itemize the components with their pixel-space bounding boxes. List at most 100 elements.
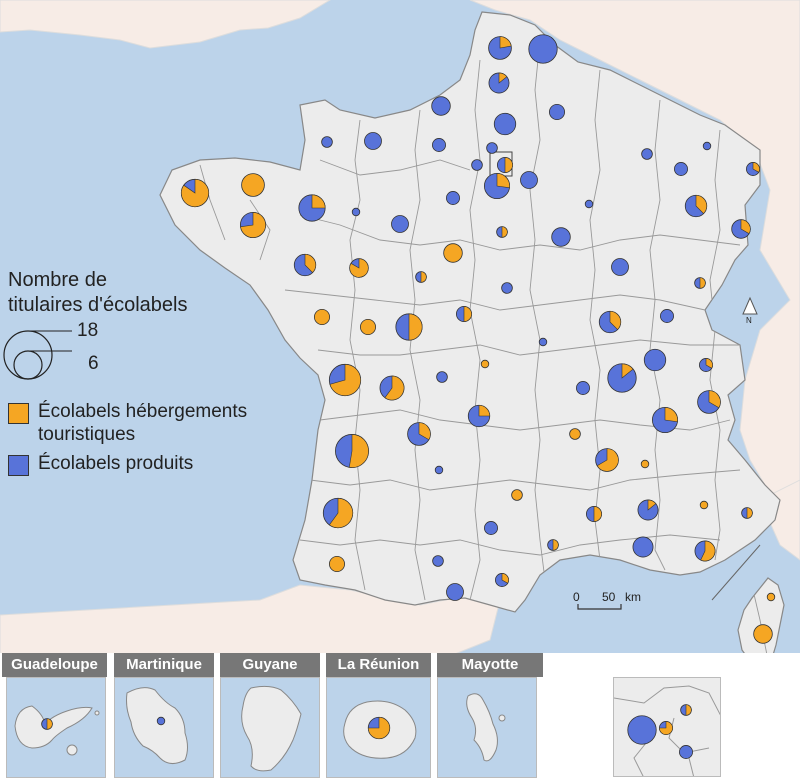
department-boundary xyxy=(709,129,721,561)
pie-symbol xyxy=(694,277,706,289)
pie-slice-hebergements xyxy=(708,390,721,409)
pie-symbol xyxy=(488,72,510,94)
pie-symbol xyxy=(298,194,326,222)
pie-produits-only xyxy=(702,141,712,151)
pie-symbol xyxy=(731,219,751,239)
pie-slice-hebergements xyxy=(596,448,619,472)
pie-symbol xyxy=(611,258,629,276)
department-boundary xyxy=(409,109,426,601)
north-arrow xyxy=(742,296,758,315)
pie-symbol xyxy=(651,406,679,434)
legend-label-hebergements-line2: touristiques xyxy=(38,424,136,445)
guadeloupe-islet-2 xyxy=(66,744,78,756)
department-boundary xyxy=(752,589,769,661)
pie-symbol xyxy=(328,363,362,397)
department-boundary xyxy=(589,69,601,561)
pie-slice-hebergements xyxy=(328,497,353,529)
pie-symbol xyxy=(694,540,716,562)
pie-symbol xyxy=(293,253,317,277)
legend-title-line1: Nombre de xyxy=(8,269,107,291)
pie-slice-hebergements xyxy=(501,226,508,238)
pie-symbol xyxy=(538,337,548,347)
scale-bar xyxy=(577,604,622,610)
legend-swatch-produits xyxy=(8,455,29,476)
pie-symbol xyxy=(446,191,460,205)
pie-symbol xyxy=(496,156,513,173)
pie-symbol xyxy=(637,499,659,521)
pie-hebergements-only xyxy=(313,308,330,325)
pie-symbol xyxy=(584,199,594,209)
pie-symbol xyxy=(351,207,361,217)
pie-slice-hebergements xyxy=(552,539,559,551)
corsica-separator-line xyxy=(711,544,761,601)
scale-label-zero: 0 xyxy=(573,590,580,604)
inset-tab-mayotte: Mayotte xyxy=(437,653,543,677)
pie-symbol xyxy=(432,138,446,152)
pie-slice-hebergements xyxy=(695,194,708,215)
pie-symbols xyxy=(180,34,776,644)
pie-symbol xyxy=(640,459,650,469)
pie-produits-only xyxy=(321,136,333,148)
pie-produits-only xyxy=(520,171,538,189)
pie-symbol xyxy=(501,282,513,294)
department-boundary xyxy=(319,159,471,176)
pie-produits-only xyxy=(391,215,409,233)
pie-symbol xyxy=(641,148,653,160)
pie-symbol xyxy=(486,142,498,154)
pie-symbol xyxy=(471,159,483,171)
pie-symbol xyxy=(335,434,369,468)
pie-symbol xyxy=(595,448,619,472)
pie-slice-hebergements xyxy=(384,375,405,401)
legend-title: Nombre de titulaires d'écolabels xyxy=(8,268,187,318)
pie-produits-only xyxy=(493,112,517,136)
pie-symbol xyxy=(455,305,472,322)
department-boundary xyxy=(469,59,481,601)
inset-map-la-reunion xyxy=(326,677,431,778)
pie-slice-hebergements xyxy=(367,716,391,740)
pie-hebergements-only xyxy=(699,500,709,510)
pie-symbol xyxy=(702,141,712,151)
pie-symbol xyxy=(436,371,448,383)
pie-symbol xyxy=(766,592,776,602)
pie-symbol xyxy=(484,521,498,535)
guadeloupe-land xyxy=(14,705,93,749)
department-boundary xyxy=(309,469,741,491)
north-label: N xyxy=(746,316,752,325)
pie-produits-only xyxy=(351,207,361,217)
pie-symbol xyxy=(746,162,760,176)
paris-dept-boundaries xyxy=(614,685,720,776)
pie-symbol xyxy=(239,211,267,239)
pie-produits-only xyxy=(551,227,571,247)
pie-hebergements-only xyxy=(359,318,376,335)
pie-symbol xyxy=(598,310,622,334)
pie-slice-hebergements xyxy=(504,157,513,173)
pie-symbol xyxy=(379,375,405,401)
pie-symbol xyxy=(528,34,558,64)
department-boundary xyxy=(349,119,366,591)
pie-symbol xyxy=(432,555,444,567)
pie-hebergements-only xyxy=(480,359,490,369)
guadeloupe-islet xyxy=(94,710,100,716)
inset-map-mayotte xyxy=(437,677,537,778)
pie-la-reunion xyxy=(367,716,391,740)
legend-label-hebergements: Écolabels hébergements touristiques xyxy=(38,400,247,446)
pie-symbol xyxy=(511,489,523,501)
pie-slice-hebergements xyxy=(311,194,326,209)
pie-slice-hebergements xyxy=(501,573,509,584)
inset-tab-martinique: Martinique xyxy=(114,653,214,677)
department-boundary xyxy=(199,164,271,261)
scale-label-unit: km xyxy=(625,590,641,604)
pie-symbol xyxy=(467,404,491,428)
pie-symbol xyxy=(576,381,590,395)
pie-produits-only xyxy=(446,191,460,205)
pie-slice-hebergements xyxy=(496,173,510,189)
pie-symbol xyxy=(674,162,688,176)
pie-slice-hebergements xyxy=(181,178,209,207)
pie-symbol xyxy=(699,500,709,510)
pie-produits-only xyxy=(549,104,566,121)
pie-symbol xyxy=(547,539,559,551)
pie-produits-only xyxy=(660,309,674,323)
pie-slice-hebergements xyxy=(609,310,622,331)
pie-symbol xyxy=(321,136,333,148)
